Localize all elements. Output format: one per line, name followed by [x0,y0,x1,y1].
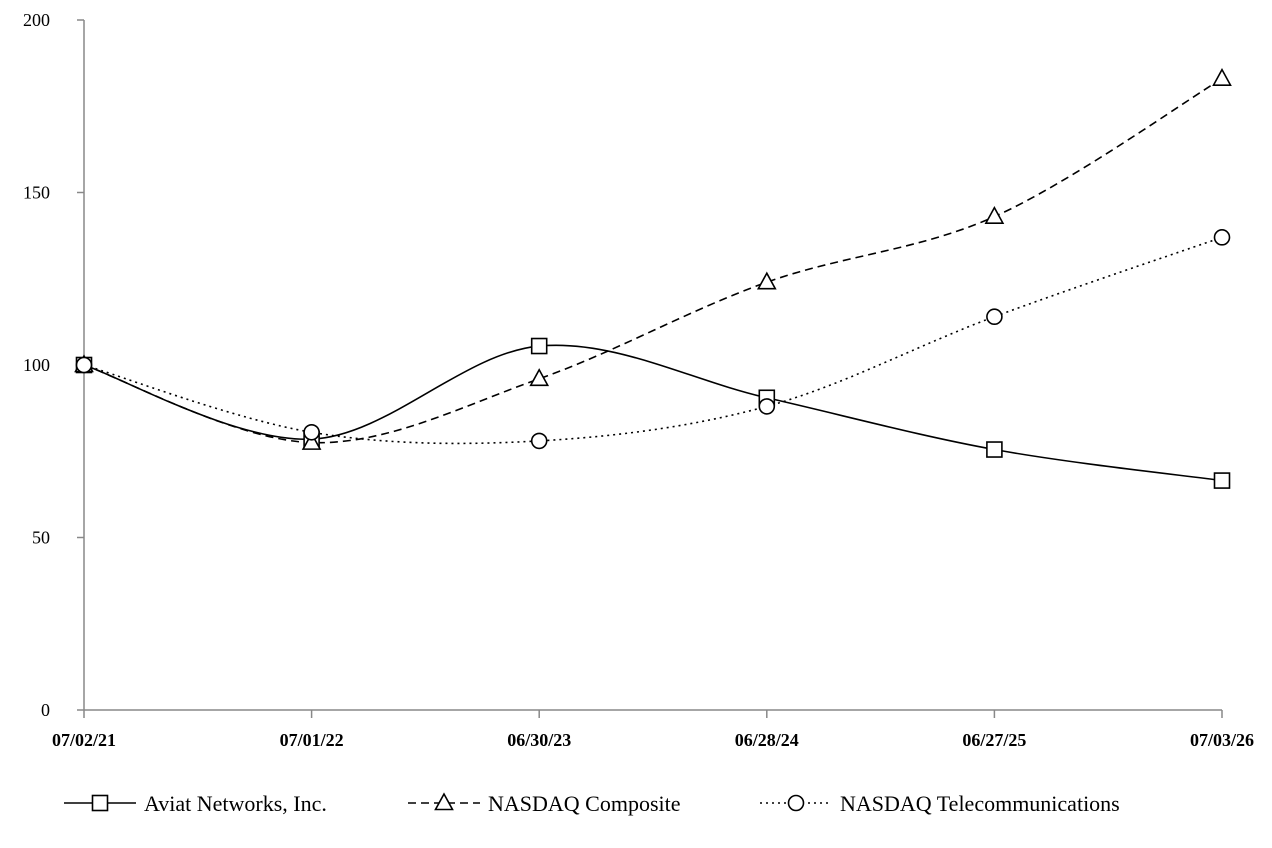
legend-item-nasdaq-telecommunications: NASDAQ Telecommunications [760,791,1120,816]
legend-label: NASDAQ Telecommunications [840,791,1120,816]
legend: Aviat Networks, Inc. NASDAQ Composite NASD… [64,791,1120,816]
y-tick-label: 150 [23,183,50,203]
y-tick-label: 200 [23,10,50,30]
legend-marker-square [91,794,109,812]
series-line-nasdaq-composite [83,77,1223,444]
data-point-nasdaq-composite [301,431,322,450]
data-point-nasdaq-telecommunications [75,356,93,374]
legend-marker-triangle [434,792,454,811]
data-point-nasdaq-composite [984,205,1005,224]
data-point-nasdaq-composite [529,368,550,387]
data-point-aviat-networks-inc [1213,472,1231,489]
series-line-nasdaq-telecommunications [83,236,1223,445]
axes: 0 50 100 150 200 07/02/21 07/01/22 06/30/23 06/2… [23,10,1254,750]
data-point-aviat-networks-inc [986,441,1003,458]
x-tick-label: 07/02/21 [52,730,116,750]
x-tick-label: 06/30/23 [507,730,571,750]
legend-marker-circle [787,794,805,812]
y-tick-label: 50 [32,528,50,548]
data-point-nasdaq-composite [1212,67,1232,86]
series-line-aviat-networks-inc [83,344,1223,482]
legend-item-aviat-networks-inc: Aviat Networks, Inc. [64,791,327,816]
data-point-nasdaq-composite [756,271,777,290]
x-tick-label: 06/27/25 [962,730,1026,750]
data-point-aviat-networks-inc [530,337,548,355]
y-tick-label: 100 [23,355,50,375]
y-tick-label: 0 [41,700,50,720]
x-tick-label: 07/01/22 [280,730,344,750]
legend-label: Aviat Networks, Inc. [144,791,327,816]
legend-item-nasdaq-composite: NASDAQ Composite [408,791,681,816]
data-point-nasdaq-telecommunications [1213,229,1231,246]
data-point-nasdaq-telecommunications [530,432,548,450]
legend-label: NASDAQ Composite [488,791,681,816]
x-tick-label: 06/28/24 [735,730,799,750]
data-point-nasdaq-telecommunications [758,398,776,415]
data-point-nasdaq-telecommunications [303,423,320,441]
series-layer [74,67,1232,489]
x-tick-label: 07/03/26 [1190,730,1254,750]
data-point-nasdaq-telecommunications [986,308,1003,326]
